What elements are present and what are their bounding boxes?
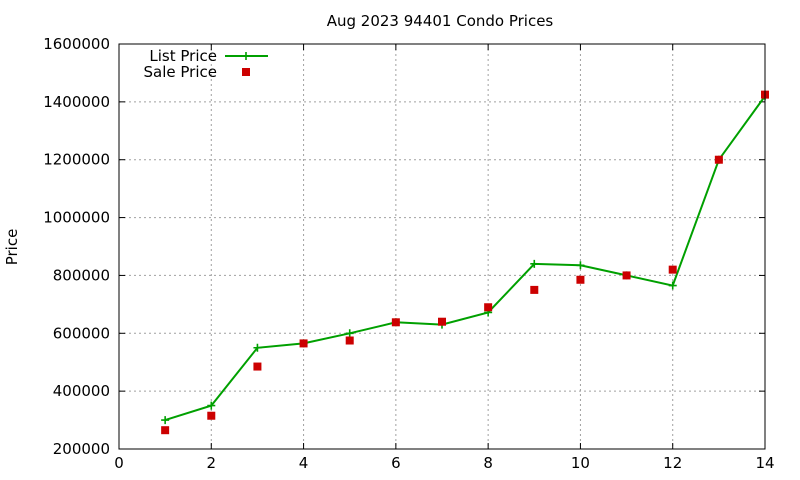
list-price-point [345,329,354,338]
x-tick-label: 12 [663,454,682,472]
y-tick-label: 400000 [53,382,110,400]
list-price-point [161,416,170,425]
sale-price-point [484,303,493,312]
sale-price-point [438,317,446,326]
legend-label-list-price: List Price [149,47,217,65]
sale-price-point [391,318,400,327]
list-price-point [668,281,677,290]
list-price-line [164,95,766,422]
sale-price-point [668,265,677,274]
list-price-point [207,401,216,410]
legend-label-sale-price: Sale Price [144,63,217,81]
sale-price-point [207,411,216,420]
sale-price-point [714,155,723,164]
list-price-point [530,259,539,268]
sale-price-point [576,275,585,284]
sale-price-point [530,285,539,294]
legend-sample-sale-price-marker [242,68,250,76]
list-price-point [576,261,585,270]
y-tick-label: 200000 [53,440,110,458]
sale-price-point [299,339,308,348]
grid [119,44,765,449]
list-price-point [253,343,262,352]
y-tick-label: 1000000 [43,209,110,227]
plot-frame [118,43,766,450]
x-tick-label: 14 [755,454,774,472]
x-tick-label: 6 [391,454,401,472]
series-layer [161,90,769,435]
sale-price-point [622,271,631,280]
sale-price-point [161,426,170,435]
x-tick-label: 0 [114,454,124,472]
chart-title: Aug 2023 94401 Condo Prices [327,12,554,30]
x-tick-label: 4 [299,454,309,472]
x-tick-label: 10 [571,454,590,472]
legend: List Price Sale Price [144,47,268,81]
axis-ticks: 0 2 4 6 8 10 12 14 200000 400000 600000 800000 10000… [43,35,774,472]
x-tick-label: 2 [207,454,217,472]
legend-sample-list-price-marker [242,52,250,60]
y-tick-label: 1600000 [43,35,110,53]
y-tick-label: 600000 [53,324,110,342]
x-tick-label: 8 [483,454,493,472]
y-tick-label: 1200000 [43,151,110,169]
sale-price-point [345,336,354,345]
y-tick-label: 1400000 [43,93,110,111]
y-tick-label: 800000 [53,266,110,284]
sale-price-point [253,362,262,371]
y-axis-label: Price [3,229,21,266]
